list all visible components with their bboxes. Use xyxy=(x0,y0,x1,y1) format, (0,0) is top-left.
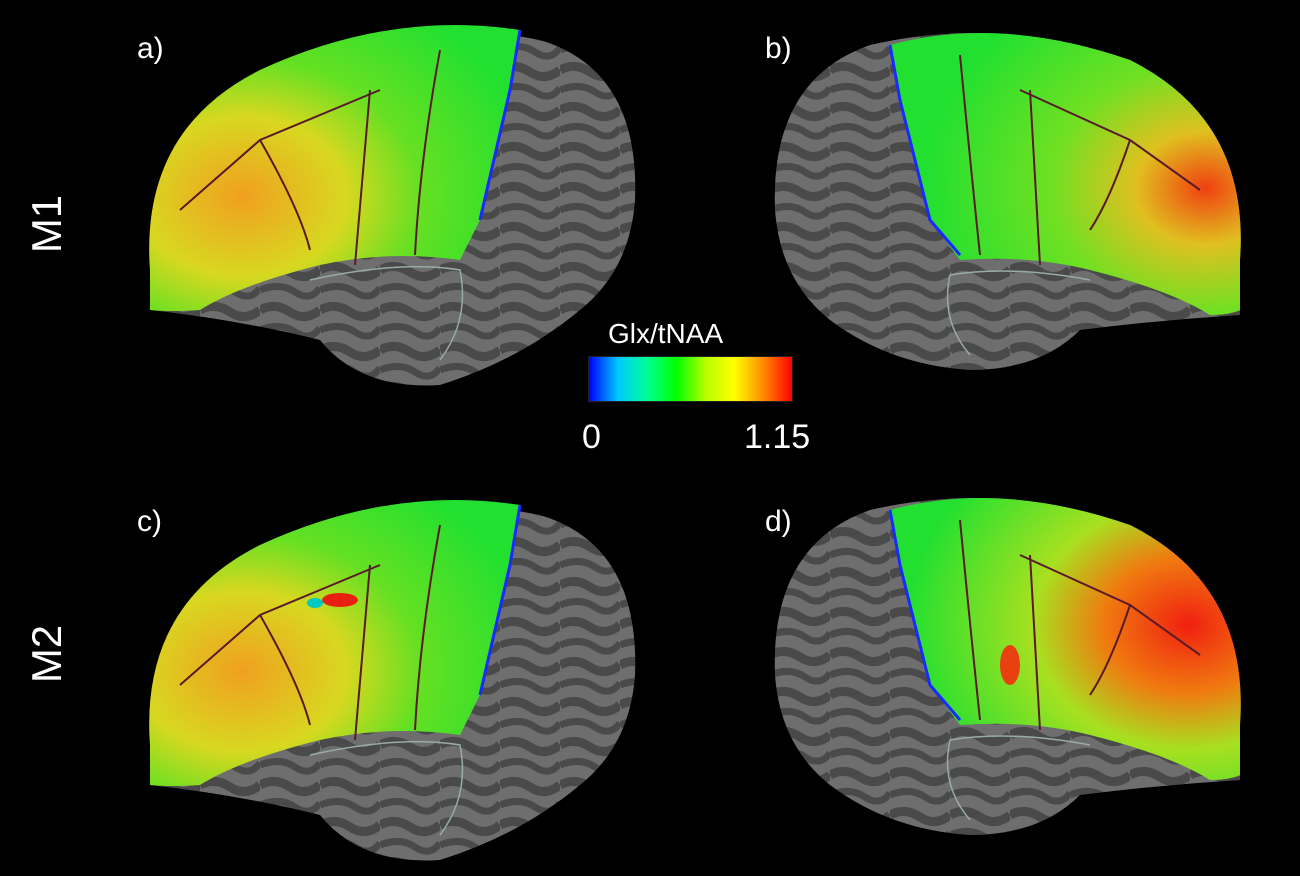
panel-label-a: a) xyxy=(137,32,164,65)
brain-map-a xyxy=(149,25,636,386)
colorbar-title: Glx/tNAA xyxy=(608,318,724,349)
row-label-m1: M1 xyxy=(23,194,71,254)
panel-label-b: b) xyxy=(765,32,792,65)
brain-map-c xyxy=(149,500,636,861)
brain-map-d xyxy=(774,498,1241,835)
colorbar-max-label: 1.15 xyxy=(744,418,811,456)
panel-label-d: d) xyxy=(765,505,792,538)
brain-map-b xyxy=(774,33,1241,370)
panel-label-c: c) xyxy=(137,505,162,538)
colorbar-min-label: 0 xyxy=(582,418,601,456)
colorbar xyxy=(588,356,793,402)
row-label-m2: M2 xyxy=(23,624,71,684)
